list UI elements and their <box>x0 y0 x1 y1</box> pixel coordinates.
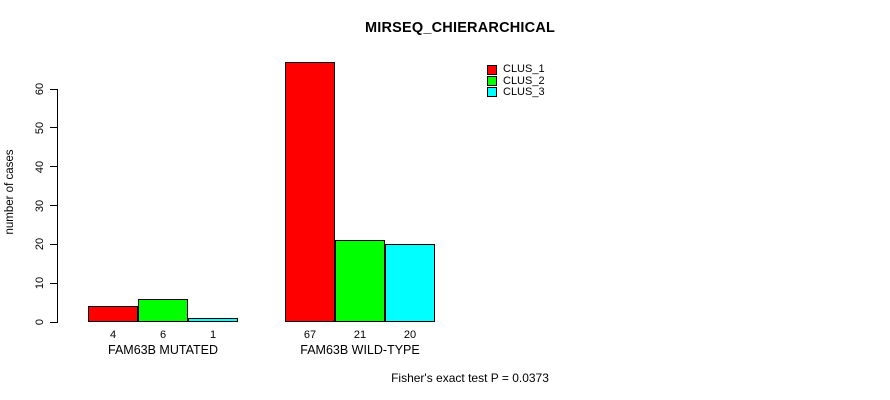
chart-title: MIRSEQ_CHIERARCHICAL <box>364 20 556 36</box>
bar-value-label: 21 <box>353 329 367 341</box>
legend-swatch-clus-3 <box>487 87 497 98</box>
bar-clus-1 <box>285 61 335 322</box>
bar-value-label: 67 <box>303 329 317 341</box>
bar-value-label: 20 <box>403 329 417 341</box>
y-tick-label: 20 <box>34 238 46 251</box>
y-tick-mark <box>50 127 57 129</box>
legend-row: CLUS_3 <box>487 85 545 98</box>
bar-clus-2 <box>138 298 188 322</box>
bar-clus-1 <box>88 306 138 322</box>
x-axis-category-label: FAM63B MUTATED <box>108 343 218 357</box>
y-tick-mark <box>50 166 57 168</box>
legend-label: CLUS_1 <box>503 63 545 76</box>
y-tick-mark <box>50 243 57 245</box>
bar-value-label: 4 <box>109 329 117 341</box>
y-tick-label: 0 <box>34 318 46 326</box>
y-axis-line <box>57 89 58 323</box>
legend-label: CLUS_3 <box>503 85 545 98</box>
annotation-text: Fisher's exact test P = 0.0373 <box>391 371 549 385</box>
legend-row: CLUS_2 <box>487 74 545 87</box>
y-tick-label: 40 <box>34 160 46 173</box>
y-tick-mark <box>50 205 57 206</box>
y-tick-mark <box>50 321 57 323</box>
bar-clus-2 <box>335 240 385 322</box>
legend: CLUS_1 CLUS_2 CLUS_3 <box>487 64 545 98</box>
x-axis-category-label: FAM63B WILD-TYPE <box>300 343 420 357</box>
y-tick-label: 50 <box>34 121 46 134</box>
bar-value-label: 1 <box>209 329 217 341</box>
legend-swatch-clus-1 <box>487 64 497 75</box>
bar-clus-3 <box>385 244 435 322</box>
y-tick-label: 30 <box>34 199 46 212</box>
legend-swatch-clus-2 <box>487 76 497 87</box>
y-axis-label: number of cases <box>4 149 16 235</box>
y-tick-mark <box>50 88 57 90</box>
y-tick-label: 60 <box>34 82 46 96</box>
bar-value-label: 6 <box>159 329 167 341</box>
y-tick-label: 10 <box>34 277 46 290</box>
y-tick-mark <box>50 282 57 284</box>
legend-row: CLUS_1 <box>487 64 545 75</box>
legend-label: CLUS_2 <box>503 74 545 87</box>
bar-clus-3 <box>188 318 238 322</box>
